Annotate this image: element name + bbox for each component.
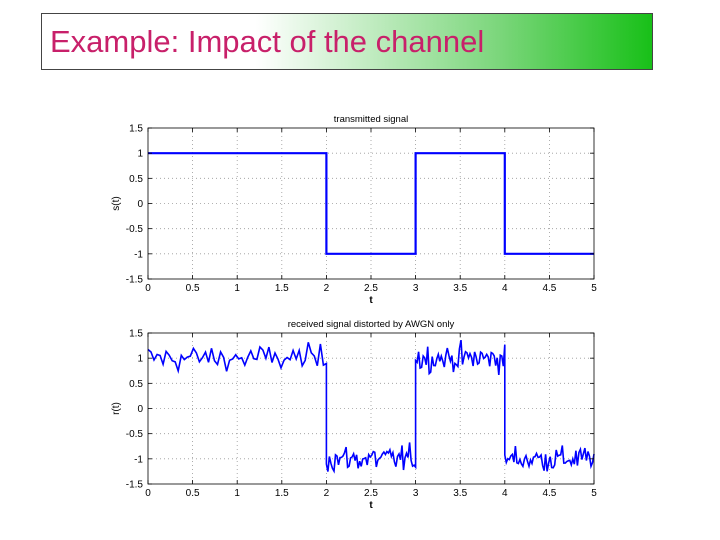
x-tick-label: 0 <box>145 283 151 294</box>
x-tick-label: 3.5 <box>453 283 467 294</box>
y-tick-label: 1.5 <box>129 329 143 340</box>
y-tick-label: 1 <box>137 354 143 365</box>
y-tick-label: 1 <box>137 149 143 160</box>
x-tick-label: 0.5 <box>186 488 200 499</box>
y-tick-label: -0.5 <box>126 224 144 235</box>
x-tick-label: 2 <box>324 488 330 499</box>
x-tick-label: 4.5 <box>542 283 556 294</box>
x-tick-label: 2 <box>324 283 330 294</box>
x-tick-label: 5 <box>591 283 597 294</box>
x-tick-label: 4 <box>502 488 508 499</box>
x-tick-label: 1 <box>234 283 240 294</box>
y-tick-label: 0.5 <box>129 174 143 185</box>
title-banner: Example: Impact of the channel <box>41 13 653 70</box>
slide-title: Example: Impact of the channel <box>50 24 485 59</box>
x-tick-label: 3 <box>413 488 419 499</box>
x-tick-label: 2.5 <box>364 488 378 499</box>
x-tick-label: 2.5 <box>364 283 378 294</box>
x-axis-label: t <box>369 295 373 305</box>
x-tick-label: 3 <box>413 283 419 294</box>
x-tick-label: 1.5 <box>275 488 289 499</box>
signal-line <box>147 339 595 474</box>
signal-line <box>148 152 594 255</box>
x-axis-label: t <box>369 500 373 511</box>
x-tick-label: 4 <box>502 283 508 294</box>
y-tick-label: 1.5 <box>129 124 143 135</box>
y-tick-label: -1 <box>134 454 143 465</box>
y-tick-label: 0.5 <box>129 379 143 390</box>
y-axis-label: r(t) <box>111 402 122 415</box>
y-axis-label: s(t) <box>111 196 122 210</box>
y-tick-label: -0.5 <box>126 429 144 440</box>
x-tick-label: 5 <box>591 488 597 499</box>
y-tick-label: -1 <box>134 249 143 260</box>
transmitted-signal-chart: 0 0.5 1 1.5 2 2.5 3 3.5 4 4.5 5 -1.5 -1 -0.5 0 0.5 1 1.5 t… <box>111 114 597 305</box>
y-tick-label: -1.5 <box>126 275 144 286</box>
x-tick-label: 3.5 <box>453 488 467 499</box>
x-tick-label: 4.5 <box>542 488 556 499</box>
y-tick-label: 0 <box>137 404 143 415</box>
y-tick-label: 0 <box>137 199 143 210</box>
x-tick-label: 0 <box>145 488 151 499</box>
x-tick-label: 0.5 <box>186 283 200 294</box>
x-tick-label: 1 <box>234 488 240 499</box>
y-tick-label: -1.5 <box>126 480 144 491</box>
chart-title: transmitted signal <box>334 114 408 125</box>
chart-title: received signal distorted by AWGN only <box>288 319 455 330</box>
received-signal-chart: 0 0.5 1 1.5 2 2.5 3 3.5 4 4.5 5 -1.5 -1 -0.5 0 0.5 1 1.5 r… <box>111 319 597 511</box>
x-tick-label: 1.5 <box>275 283 289 294</box>
